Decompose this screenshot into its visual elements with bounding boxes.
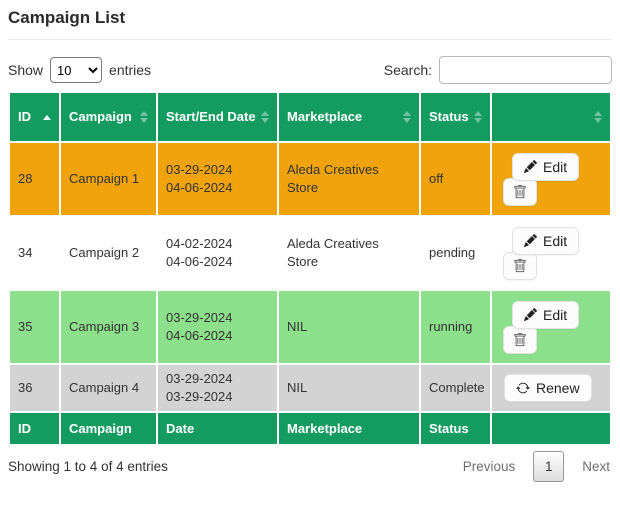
column-header-actions[interactable] — [492, 93, 610, 141]
renew-button[interactable]: Renew — [504, 374, 592, 402]
sort-both-icon — [594, 111, 602, 123]
cell-dates: 03-29-2024 04-06-2024 — [158, 143, 277, 215]
edit-button[interactable]: Edit — [512, 226, 580, 255]
column-header-label: Start/End Date — [166, 108, 256, 124]
page-title: Campaign List — [8, 8, 126, 27]
cell-marketplace: Aleda Creatives Store — [287, 236, 379, 269]
entries-info: Showing 1 to 4 of 4 entries — [8, 459, 168, 474]
cell-marketplace: NIL — [287, 380, 308, 396]
sort-both-icon — [474, 111, 482, 123]
pencil-icon — [524, 308, 537, 321]
cell-marketplace: Aleda Creatives Store — [287, 162, 379, 195]
trash-icon — [513, 184, 527, 199]
end-date: 04-06-2024 — [166, 328, 233, 343]
cell-actions: Edit — [492, 217, 610, 289]
search-control: Search: — [384, 56, 612, 84]
cell-dates: 03-29-2024 04-06-2024 — [158, 291, 277, 363]
delete-button[interactable] — [503, 251, 537, 280]
delete-button[interactable] — [503, 177, 537, 206]
column-header-label: Campaign — [69, 108, 132, 124]
search-input[interactable] — [439, 56, 612, 84]
next-page-button[interactable]: Next — [582, 459, 610, 474]
edit-button[interactable]: Edit — [512, 300, 580, 329]
sort-both-icon — [403, 111, 411, 123]
current-page-button[interactable]: 1 — [533, 451, 565, 482]
column-header-label: ID — [18, 108, 31, 124]
column-header-label: Marketplace — [287, 108, 363, 124]
cell-dates: 03-29-2024 03-29-2024 — [158, 365, 277, 411]
trash-icon — [513, 258, 527, 273]
table-row: 34 Campaign 2 04-02-2024 04-06-2024 Aled… — [10, 217, 610, 289]
cell-campaign: Campaign 1 — [69, 171, 140, 187]
table-footer-row: ID Campaign Date Marketplace Status — [10, 413, 610, 444]
table-row: 28 Campaign 1 03-29-2024 04-06-2024 Aled… — [10, 143, 610, 215]
table-row: 35 Campaign 3 03-29-2024 04-06-2024 NIL … — [10, 291, 610, 363]
cell-id: 35 — [18, 319, 33, 335]
cell-campaign: Campaign 4 — [69, 380, 140, 396]
sort-both-icon — [140, 111, 148, 123]
delete-button[interactable] — [503, 325, 537, 354]
cell-status: off — [429, 171, 444, 187]
table-header-row: ID Campaign Start/End Date — [10, 93, 610, 141]
end-date: 04-06-2024 — [166, 254, 233, 269]
column-header-id[interactable]: ID — [10, 93, 59, 141]
edit-button-label: Edit — [543, 158, 568, 175]
cell-actions: Edit — [492, 143, 610, 215]
page-length-control: Show 10 entries — [8, 57, 151, 83]
cell-actions: Edit — [492, 291, 610, 363]
campaign-table: ID Campaign Start/End Date — [8, 91, 612, 446]
previous-page-button[interactable]: Previous — [462, 459, 516, 474]
search-label: Search: — [383, 62, 432, 78]
cell-status: Complete — [429, 380, 485, 396]
column-header-status[interactable]: Status — [421, 93, 490, 141]
footer-header-id: ID — [18, 421, 31, 436]
table-bottom-bar: Showing 1 to 4 of 4 entries Previous 1 N… — [8, 451, 612, 482]
column-header-marketplace[interactable]: Marketplace — [279, 93, 419, 141]
edit-button-label: Edit — [543, 306, 568, 323]
sort-asc-icon — [43, 114, 51, 120]
column-header-campaign[interactable]: Campaign — [61, 93, 156, 141]
footer-header-actions — [492, 413, 610, 444]
footer-header-marketplace: Marketplace — [287, 421, 363, 436]
page-length-select[interactable]: 10 — [50, 57, 103, 83]
table-controls: Show 10 entries Search: — [8, 56, 612, 84]
cell-actions: Renew — [492, 365, 610, 411]
end-date: 03-29-2024 — [166, 389, 233, 404]
start-date: 03-29-2024 — [166, 162, 233, 178]
cell-campaign: Campaign 3 — [69, 319, 140, 335]
cell-status: running — [429, 319, 473, 335]
end-date: 04-06-2024 — [166, 180, 233, 195]
pencil-icon — [524, 234, 537, 247]
start-date: 04-02-2024 — [166, 236, 233, 252]
sort-both-icon — [261, 111, 269, 123]
cell-id: 28 — [18, 171, 33, 187]
renew-button-label: Renew — [536, 380, 580, 396]
cell-marketplace: NIL — [287, 319, 308, 335]
divider — [8, 39, 612, 40]
pagination: Previous 1 Next — [461, 451, 612, 482]
start-date: 03-29-2024 — [166, 310, 233, 326]
cell-id: 36 — [18, 380, 33, 396]
trash-icon — [513, 332, 527, 347]
edit-button-label: Edit — [543, 232, 568, 249]
footer-header-campaign: Campaign — [69, 421, 132, 436]
cell-campaign: Campaign 2 — [69, 245, 140, 261]
pencil-icon — [524, 160, 537, 173]
cell-dates: 04-02-2024 04-06-2024 — [158, 217, 277, 289]
start-date: 03-29-2024 — [166, 371, 233, 387]
footer-header-date: Date — [166, 421, 195, 436]
campaign-list-page: Campaign List Show 10 entries Search: ID — [8, 8, 612, 482]
cell-status: pending — [429, 245, 476, 261]
entries-label: entries — [109, 62, 152, 78]
edit-button[interactable]: Edit — [512, 152, 580, 181]
table-row: 36 Campaign 4 03-29-2024 03-29-2024 NIL … — [10, 365, 610, 411]
show-label: Show — [8, 62, 44, 78]
column-header-label: Status — [429, 108, 469, 124]
footer-header-status: Status — [429, 421, 469, 436]
cell-id: 34 — [18, 245, 33, 261]
column-header-date[interactable]: Start/End Date — [158, 93, 277, 141]
refresh-icon — [516, 381, 530, 395]
